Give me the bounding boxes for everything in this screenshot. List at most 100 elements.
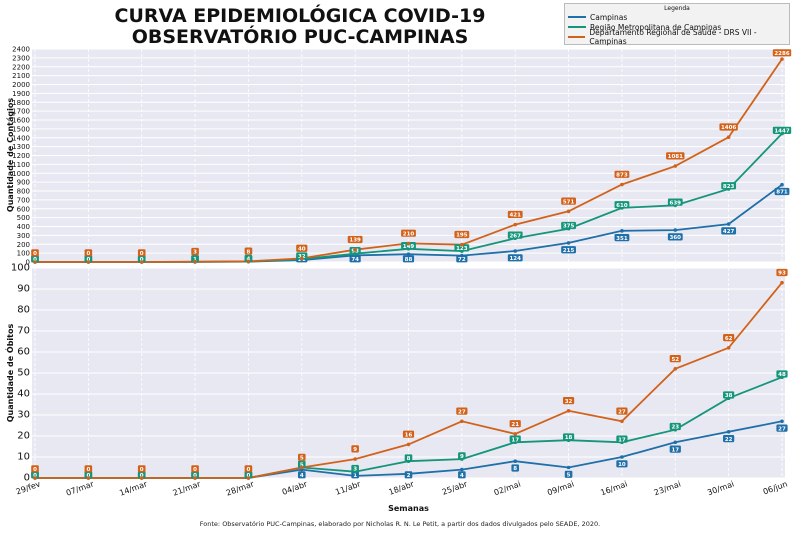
data-point (780, 280, 784, 285)
data-label: 40 (298, 246, 306, 252)
y-tick-label: 1900 (12, 90, 30, 98)
data-label-box (562, 433, 575, 441)
data-label: 149 (403, 244, 415, 250)
data-label: 8 (407, 456, 411, 462)
data-label: 0 (247, 467, 251, 473)
data-label: 0 (193, 473, 197, 479)
data-label-box (776, 424, 788, 432)
data-label: 0 (140, 467, 144, 473)
data-label-box (456, 255, 468, 263)
data-point (726, 346, 731, 350)
y-tick-label: 30 (17, 410, 30, 421)
data-label-box (401, 241, 416, 250)
data-label-box (719, 123, 738, 131)
data-label: 0 (140, 473, 144, 479)
data-label-box (669, 445, 681, 453)
data-label-box (401, 229, 416, 237)
y-tick-label: 1000 (12, 170, 30, 178)
y-tick-label: 100 (17, 250, 30, 258)
data-label-box (402, 255, 415, 263)
data-label-box (507, 210, 523, 219)
data-point (86, 260, 91, 264)
title-line-2: OBSERVATÓRIO PUC-CAMPINAS (131, 26, 469, 48)
data-label: 88 (405, 257, 413, 263)
data-label: 5 (567, 473, 571, 479)
data-point (139, 260, 144, 264)
data-label-box (509, 420, 521, 428)
data-label-box (454, 230, 470, 239)
data-label: 639 (670, 200, 682, 206)
data-label-box (721, 182, 737, 190)
data-label: 1447 (774, 129, 789, 135)
chart-title: CURVA EPIDEMIOLÓGICA COVID-19 OBSERVATÓR… (70, 6, 530, 48)
data-label-box (31, 471, 39, 479)
data-label-box (137, 471, 146, 479)
data-label-box (614, 170, 630, 178)
data-label-box (351, 471, 359, 479)
y-tick-label: 1500 (12, 125, 30, 133)
data-point (193, 476, 197, 480)
data-label-box (191, 465, 199, 473)
data-label: 9 (353, 447, 357, 453)
data-label-box (667, 233, 683, 241)
y-tick-label: 400 (17, 223, 30, 231)
data-point (33, 476, 37, 480)
data-point (246, 476, 251, 480)
data-label: 0 (86, 257, 90, 263)
data-point (246, 259, 251, 264)
data-point (299, 256, 304, 261)
data-label-box (564, 470, 573, 478)
data-label-box (402, 430, 415, 438)
y-tick-label: 80 (17, 305, 30, 316)
data-label: 360 (670, 235, 682, 241)
x-tick-label: 09/mai (546, 479, 575, 497)
data-label-box (84, 471, 93, 479)
data-point (726, 222, 731, 226)
data-label: 8 (513, 466, 517, 472)
x-tick-label: 23/mai (653, 479, 682, 497)
data-label: 3 (353, 467, 357, 473)
data-label: 27 (618, 409, 626, 415)
x-tick-label: 02/mai (493, 479, 522, 497)
data-label-box (297, 471, 306, 479)
y-tick-label: 1800 (12, 99, 30, 107)
data-label: 421 (509, 213, 521, 219)
data-label-box (191, 471, 199, 479)
x-tick-label: 21/mar (172, 479, 203, 498)
data-label: 17 (671, 447, 679, 453)
data-label-box (616, 435, 628, 443)
data-label: 21 (511, 422, 519, 428)
y-tick-label: 10 (17, 452, 30, 463)
data-label: 123 (456, 246, 468, 252)
data-label: 23 (671, 425, 679, 431)
data-label: 0 (86, 251, 90, 257)
data-label: 22 (725, 437, 733, 443)
data-label-box (137, 249, 146, 257)
data-label-box (31, 249, 39, 257)
data-label-box (404, 471, 413, 479)
data-point (620, 419, 624, 424)
data-label: 1081 (668, 154, 683, 160)
y-tick-label: 1300 (12, 143, 30, 151)
data-label-box (296, 244, 308, 252)
data-label-box (614, 201, 630, 209)
data-label-box (137, 465, 146, 473)
data-label: 62 (725, 336, 733, 342)
data-point (673, 440, 678, 445)
data-label-box (511, 464, 520, 472)
data-label-box (723, 391, 735, 399)
data-label: 1 (193, 257, 197, 263)
data-label: 48 (778, 372, 786, 378)
data-label: 139 (349, 238, 361, 244)
data-point (406, 241, 411, 246)
data-label: 5 (300, 463, 304, 469)
data-point (406, 252, 411, 256)
data-point (620, 455, 624, 459)
data-point (566, 241, 571, 245)
y-tick-label: 60 (17, 347, 30, 358)
y-axis-label: Quantidade de Óbitos (4, 324, 15, 423)
x-tick-label: 04/abr (281, 479, 309, 497)
x-tick-label: 25/abr (441, 479, 469, 497)
data-label: 124 (509, 256, 521, 262)
